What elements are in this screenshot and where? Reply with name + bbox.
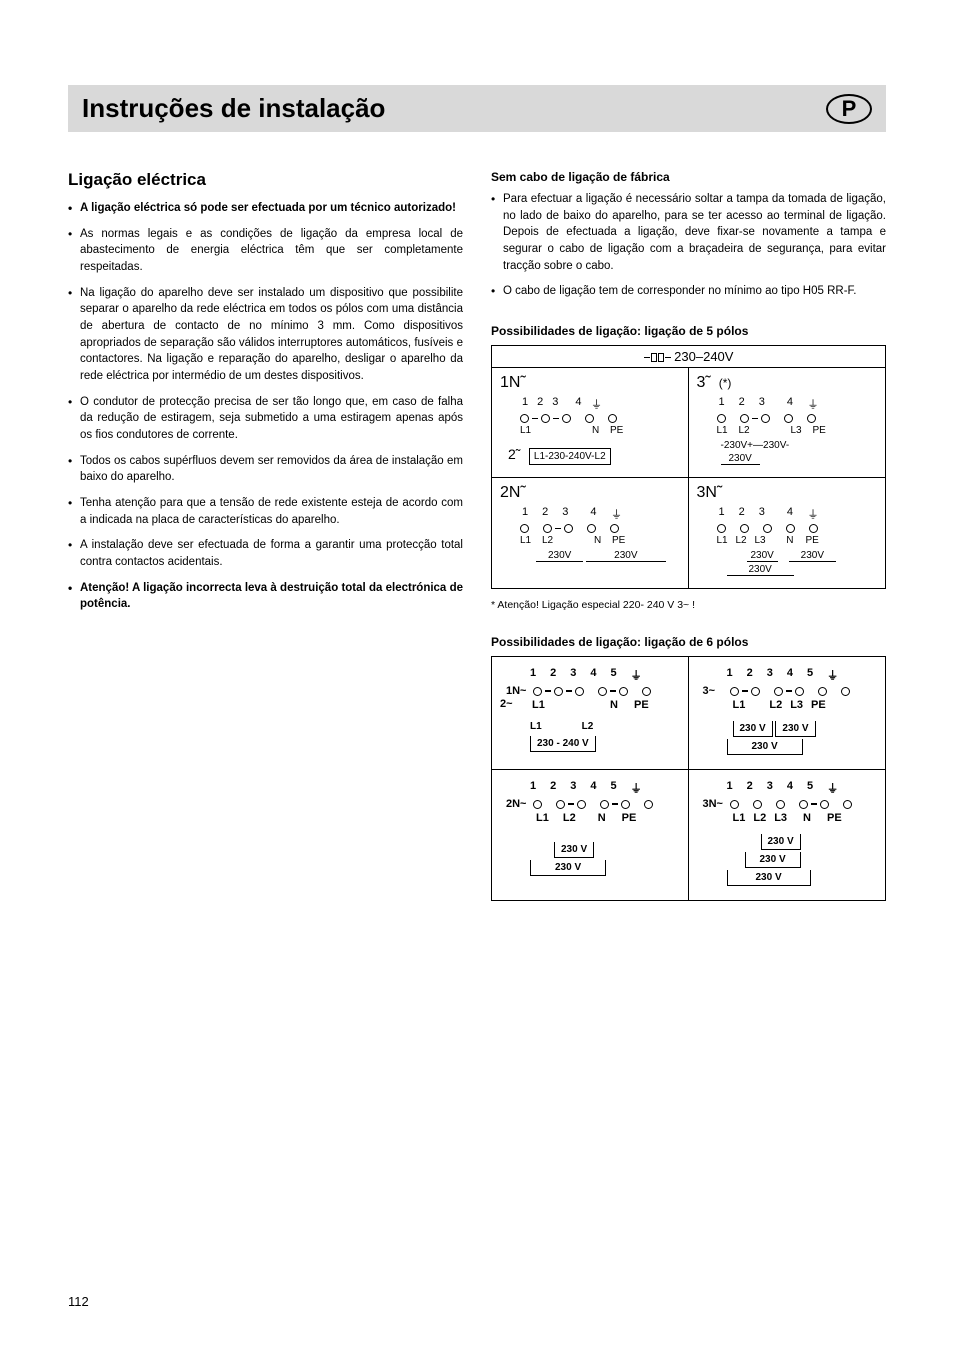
bullet-item: O condutor de protecção precisa de ser t… — [68, 394, 463, 444]
ground-icon: ⏚ — [591, 396, 603, 412]
language-badge: P — [826, 94, 872, 124]
diagram-cell-3: 3˜(*) 1 2 3 4 ⏚ L1 L2 — [689, 368, 886, 477]
right-column: Sem cabo de ligação de fábrica Para efec… — [491, 170, 886, 901]
diagram-5-pole: 230–240V 1N˜ 1 2 3 4 ⏚ — [491, 345, 886, 589]
diagram-voltage-header: 230–240V — [492, 346, 885, 368]
bullet-item: As normas legais e as condições de ligaç… — [68, 226, 463, 276]
ground-icon: ⏚ — [807, 506, 819, 522]
title-bar: Instruções de instalação P — [68, 85, 886, 132]
diagram-cell-2n: 2N˜ 1 2 3 4 ⏚ L1 L2 — [492, 478, 689, 588]
bullet-item: O cabo de ligação tem de corresponder no… — [491, 283, 886, 300]
ground-icon: ⏚ — [827, 667, 838, 683]
right-bullets-1: Para efectuar a ligação é necessário sol… — [491, 191, 886, 300]
bullet-item: A instalação deve ser efectuada de forma… — [68, 537, 463, 570]
bullet-item: Na ligação do aparelho deve ser instalad… — [68, 285, 463, 385]
diagram-cell-1n: 1N˜ 1 2 3 4 ⏚ L1 N — [492, 368, 689, 477]
fuse-icon — [644, 353, 671, 362]
bullet-item: Atenção! A ligação incorrecta leva à des… — [68, 580, 463, 613]
sub-heading: Sem cabo de ligação de fábrica — [491, 170, 886, 184]
ground-icon: ⏚ — [631, 780, 642, 796]
bullet-item: Tenha atenção para que a tensão de rede … — [68, 495, 463, 528]
bullet-item: Para efectuar a ligação é necessário sol… — [491, 191, 886, 274]
ground-icon: ⏚ — [611, 506, 623, 522]
page-number: 112 — [68, 1294, 89, 1309]
d6-cell-1n-2: 1 2 3 4 5 ⏚ 1N~ 2~ — [492, 657, 689, 769]
d6-cell-3n: 1 2 3 4 5 ⏚ 3N~ L1 L2 — [689, 770, 886, 900]
left-bullets: A ligação eléctrica só pode ser efectuad… — [68, 200, 463, 613]
section-heading: Ligação eléctrica — [68, 170, 463, 190]
bullet-item: Todos os cabos supérfluos devem ser remo… — [68, 453, 463, 486]
page-title: Instruções de instalação — [82, 93, 385, 124]
diagram-5-heading: Possibilidades de ligação: ligação de 5 … — [491, 324, 886, 338]
ground-icon: ⏚ — [827, 780, 838, 796]
ground-icon: ⏚ — [807, 396, 819, 412]
d6-cell-2n: 1 2 3 4 5 ⏚ 2N~ L1 L2 — [492, 770, 689, 900]
diagram-footnote: * Atenção! Ligação especial 220- 240 V 3… — [491, 599, 886, 611]
diagram-6-heading: Possibilidades de ligação: ligação de 6 … — [491, 635, 886, 649]
left-column: Ligação eléctrica A ligação eléctrica só… — [68, 170, 463, 901]
d6-cell-3: 1 2 3 4 5 ⏚ 3~ L1 L2 — [689, 657, 886, 769]
content-columns: Ligação eléctrica A ligação eléctrica só… — [68, 170, 886, 901]
ground-icon: ⏚ — [631, 667, 642, 683]
bullet-item: A ligação eléctrica só pode ser efectuad… — [68, 200, 463, 217]
diagram-6-pole: 1 2 3 4 5 ⏚ 1N~ 2~ — [491, 656, 886, 901]
diagram-cell-3n: 3N˜ 1 2 3 4 ⏚ L1 L2 L3 — [689, 478, 886, 588]
